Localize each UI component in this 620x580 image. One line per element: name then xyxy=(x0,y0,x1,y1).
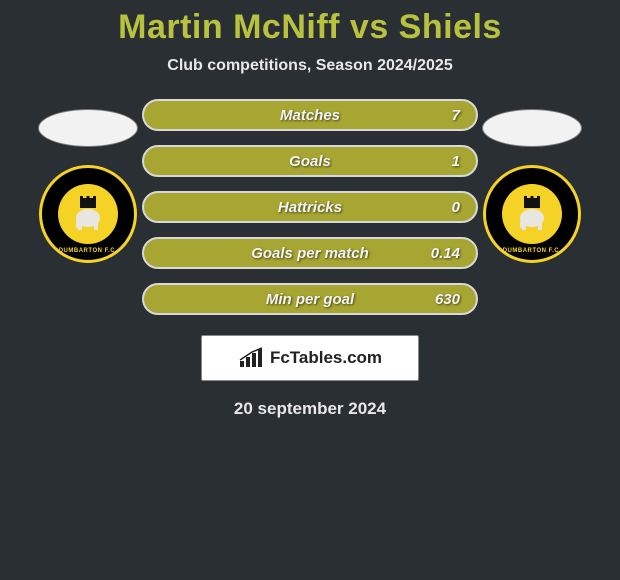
date-line: 20 september 2024 xyxy=(0,399,620,419)
stat-row-goals-per-match: Goals per match 0.14 xyxy=(142,237,478,269)
brand-logo-box[interactable]: FcTables.com xyxy=(201,335,419,381)
right-flag-placeholder xyxy=(482,109,582,147)
bar-chart-icon xyxy=(238,347,264,369)
stat-row-hattricks: Hattricks 0 xyxy=(142,191,478,223)
elephant-castle-icon xyxy=(68,194,108,234)
stat-label: Min per goal xyxy=(266,291,354,308)
stats-list: Matches 7 Goals 1 Hattricks 0 Goals per … xyxy=(138,99,482,315)
stat-row-matches: Matches 7 xyxy=(142,99,478,131)
left-badge-text: DUMBARTON F.C. xyxy=(42,248,134,254)
stat-value: 0 xyxy=(452,199,460,216)
stats-area: DUMBARTON F.C. Matches 7 Goals 1 Hattric… xyxy=(0,99,620,315)
right-badge-text: DUMBARTON F.C. xyxy=(486,248,578,254)
stat-label: Matches xyxy=(280,107,340,124)
stat-label: Hattricks xyxy=(278,199,342,216)
right-club-badge: DUMBARTON F.C. xyxy=(483,165,581,263)
page-title: Martin McNiff vs Shiels xyxy=(0,8,620,47)
stat-value: 7 xyxy=(452,107,460,124)
stat-label: Goals per match xyxy=(251,245,369,262)
subtitle: Club competitions, Season 2024/2025 xyxy=(0,57,620,75)
left-flag-placeholder xyxy=(38,109,138,147)
elephant-castle-icon xyxy=(512,194,552,234)
stat-label: Goals xyxy=(289,153,331,170)
right-player-column: DUMBARTON F.C. xyxy=(482,99,582,263)
left-player-column: DUMBARTON F.C. xyxy=(38,99,138,263)
brand-text: FcTables.com xyxy=(270,348,382,368)
comparison-card: Martin McNiff vs Shiels Club competition… xyxy=(0,0,620,419)
stat-row-goals: Goals 1 xyxy=(142,145,478,177)
stat-value: 1 xyxy=(452,153,460,170)
stat-row-min-per-goal: Min per goal 630 xyxy=(142,283,478,315)
left-club-badge: DUMBARTON F.C. xyxy=(39,165,137,263)
stat-value: 0.14 xyxy=(431,245,460,262)
stat-value: 630 xyxy=(435,291,460,308)
